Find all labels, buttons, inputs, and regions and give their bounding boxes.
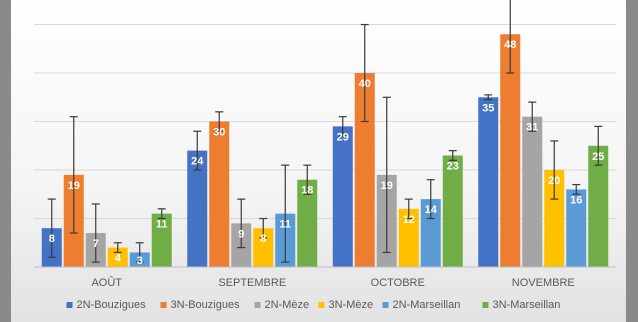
right-window-edge: [626, 0, 638, 322]
bar: [107, 247, 128, 267]
bar: [187, 150, 208, 267]
legend-swatch: [66, 302, 73, 308]
data-label: 24: [191, 156, 204, 168]
data-label: 4: [115, 253, 122, 265]
data-label: 30: [213, 127, 225, 139]
data-label: 3: [137, 255, 143, 267]
bar: [478, 97, 499, 267]
legend-swatch: [382, 302, 389, 308]
bar: [566, 189, 587, 267]
data-label: 12: [403, 214, 415, 226]
chart-panel: 8 19 7 4 3 11 24 30 9 8 11 18 29 40 19 12 14 23 35 48 31 20 16…: [11, 0, 626, 322]
x-tick-label: NOVEMBRE: [512, 277, 575, 289]
legend-label: 2N-Marseillan: [393, 299, 461, 311]
data-label: 18: [301, 185, 313, 197]
legend-label: 2N-Bouzigues: [77, 299, 147, 311]
legend-label: 2N-Mèze: [265, 299, 310, 311]
bar: [151, 213, 172, 267]
data-label: 29: [337, 131, 349, 143]
data-label: 14: [425, 204, 438, 216]
left-window-edge: [0, 0, 11, 322]
x-axis: AOÛT SEPTEMBRE OCTOBRE NOVEMBRE: [34, 266, 616, 289]
bar: [398, 208, 419, 267]
bar: [522, 116, 543, 267]
bar: [354, 73, 375, 267]
data-label: 8: [49, 233, 55, 245]
bar: [500, 34, 521, 267]
bar: [442, 155, 463, 267]
data-labels: 8 19 7 4 3 11 24 30 9 8 11 18 29 40 19 12 14 23 35 48 31 20 16…: [49, 39, 605, 267]
bar: [209, 121, 230, 267]
legend-label: 3N-Marseillan: [493, 299, 561, 311]
legend-label: 3N-Bouzigues: [171, 299, 241, 311]
x-tick-label: OCTOBRE: [371, 277, 425, 289]
data-label: 11: [279, 219, 291, 231]
bar: [544, 170, 565, 267]
bar: [588, 145, 609, 267]
legend-swatch: [482, 302, 489, 308]
legend-label: 3N-Mèze: [329, 299, 374, 311]
bars: [41, 34, 609, 268]
bar-chart: 8 19 7 4 3 11 24 30 9 8 11 18 29 40 19 12 14 23 35 48 31 20 16…: [34, 0, 616, 311]
data-label: 16: [570, 194, 582, 206]
x-tick-label: AOÛT: [91, 276, 122, 289]
data-label: 23: [447, 160, 459, 172]
legend-swatch: [318, 302, 325, 308]
data-label: 19: [381, 180, 393, 192]
data-label: 9: [238, 228, 244, 240]
data-label: 40: [359, 78, 371, 90]
data-label: 35: [482, 102, 494, 114]
bar: [332, 126, 353, 268]
data-label: 48: [504, 39, 516, 51]
bar: [420, 199, 441, 267]
legend: 2N-Bouzigues 3N-Bouzigues 2N-Mèze 3N-Mèze 2N…: [66, 299, 561, 311]
data-label: 8: [260, 233, 266, 245]
data-label: 19: [68, 180, 80, 192]
data-label: 25: [592, 151, 604, 163]
data-label: 20: [548, 175, 560, 187]
error-bars: [47, 0, 603, 263]
bar: [297, 179, 318, 267]
legend-swatch: [160, 302, 167, 308]
bar: [253, 228, 274, 267]
data-label: 31: [526, 122, 538, 134]
data-label: 11: [156, 219, 168, 231]
x-tick-label: SEPTEMBRE: [218, 277, 286, 289]
data-label: 7: [93, 238, 99, 250]
legend-swatch: [254, 302, 261, 308]
